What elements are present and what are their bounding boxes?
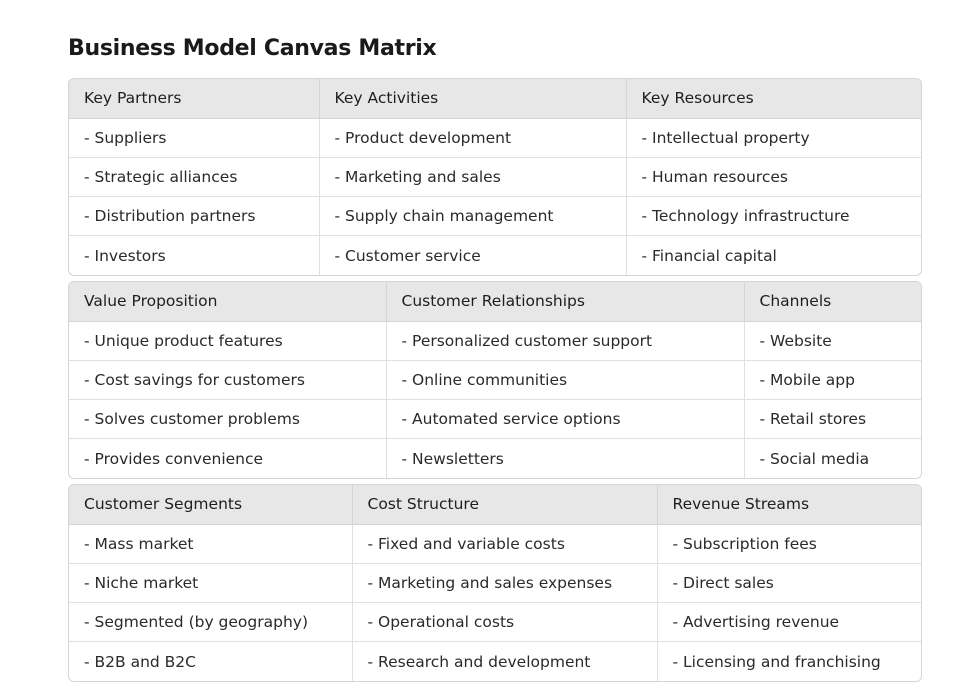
table-row: - Cost savings for customers - Online co… (69, 360, 921, 401)
table-cell: - Automated service options (386, 399, 745, 440)
table-cell: - Unique product features (69, 321, 387, 361)
table-cell: - Segmented (by geography) (69, 602, 353, 643)
table-cell: - Niche market (69, 563, 353, 604)
table-row: - Solves customer problems - Automated s… (69, 399, 921, 440)
canvas-table-partners-activities-resources: Key Partners Key Activities Key Resource… (68, 78, 922, 277)
table-cell: - Cost savings for customers (69, 360, 387, 401)
table-header-row: Customer Segments Cost Structure Revenue… (69, 485, 921, 525)
table-cell: - Marketing and sales expenses (352, 563, 658, 604)
column-header: Key Partners (69, 79, 320, 119)
table-cell: - B2B and B2C (69, 641, 353, 682)
table-cell: - Website (744, 321, 921, 361)
table-cell: - Operational costs (352, 602, 658, 643)
table-cell: - Marketing and sales (319, 157, 627, 198)
table-cell: - Social media (759, 449, 870, 468)
column-header: Customer Relationships (386, 282, 745, 322)
column-header: Key Resources (626, 79, 921, 119)
table-cell: - Subscription fees (657, 524, 921, 564)
table-cell: - Licensing and franchising (672, 652, 881, 671)
table-cell: - Distribution partners (69, 196, 320, 237)
table-cell: - Suppliers (69, 118, 320, 158)
table-cell: - Human resources (626, 157, 921, 198)
table-cell: - Customer service (319, 235, 627, 276)
table-cell: - Technology infrastructure (626, 196, 921, 237)
column-header: Customer Segments (69, 485, 353, 525)
table-row: - Unique product features - Personalized… (69, 321, 921, 361)
table-row: - Mass market - Fixed and variable costs… (69, 524, 921, 564)
table-row: - Niche market - Marketing and sales exp… (69, 563, 921, 604)
table-row: - Distribution partners - Supply chain m… (69, 196, 921, 237)
table-cell: - Personalized customer support (386, 321, 745, 361)
table-cell: - Solves customer problems (69, 399, 387, 440)
table-header-row: Value Proposition Customer Relationships… (69, 282, 921, 322)
table-row: - Provides convenience - Newsletters - S… (69, 438, 921, 479)
page-title: Business Model Canvas Matrix (68, 36, 437, 61)
table-row: - B2B and B2C - Research and development… (69, 641, 921, 682)
table-cell: - Direct sales (657, 563, 921, 604)
column-header: Value Proposition (69, 282, 387, 322)
table-cell: - Mass market (69, 524, 353, 564)
table-cell: - Advertising revenue (657, 602, 921, 643)
column-header: Cost Structure (352, 485, 658, 525)
table-cell: - Supply chain management (319, 196, 627, 237)
table-cell: - Intellectual property (626, 118, 921, 158)
canvas-table-value-relationships-channels: Value Proposition Customer Relationships… (68, 281, 922, 480)
table-cell: - Research and development (352, 641, 658, 682)
table-row: - Investors - Customer service - Financi… (69, 235, 921, 276)
table-cell: - Financial capital (641, 246, 777, 265)
column-header: Revenue Streams (657, 485, 921, 525)
table-cell: - Retail stores (744, 399, 921, 440)
table-cell: - Fixed and variable costs (352, 524, 658, 564)
table-cell: - Newsletters (386, 438, 745, 479)
column-header: Channels (744, 282, 921, 322)
table-cell: - Mobile app (744, 360, 921, 401)
table-cell: - Investors (69, 235, 320, 276)
table-cell: - Product development (319, 118, 627, 158)
table-row: - Strategic alliances - Marketing and sa… (69, 157, 921, 198)
column-header: Key Activities (319, 79, 627, 119)
table-cell: - Provides convenience (69, 438, 387, 479)
table-cell: - Online communities (386, 360, 745, 401)
table-row: - Suppliers - Product development - Inte… (69, 118, 921, 158)
canvas-table-segments-costs-revenue: Customer Segments Cost Structure Revenue… (68, 484, 922, 683)
table-row: - Segmented (by geography) - Operational… (69, 602, 921, 643)
table-cell: - Strategic alliances (69, 157, 320, 198)
table-header-row: Key Partners Key Activities Key Resource… (69, 79, 921, 119)
